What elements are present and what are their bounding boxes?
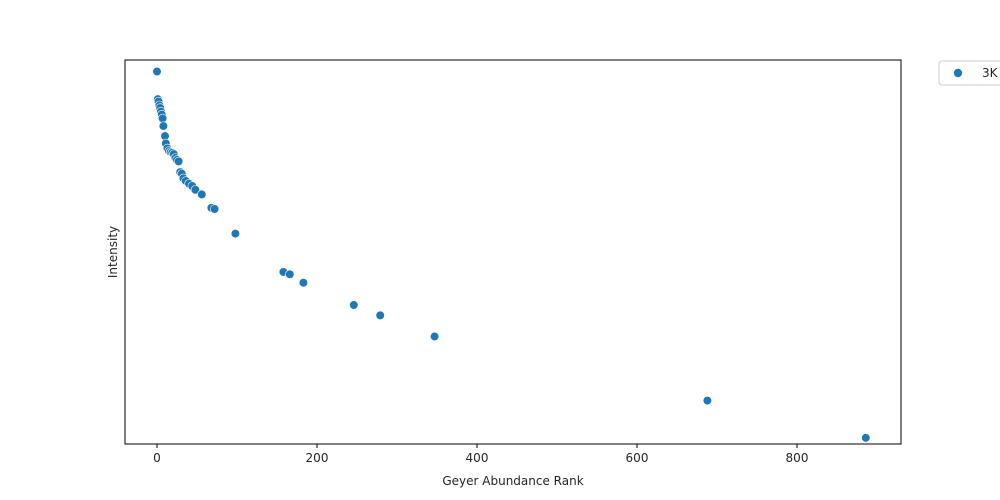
x-axis-ticks: 0 200 400 600 800 [153,444,808,465]
data-point [210,204,220,214]
x-tick-label: 200 [306,451,329,465]
data-point [158,113,168,123]
legend-marker-3k [953,68,963,78]
x-tick-label: 0 [153,451,161,465]
data-point [197,189,207,199]
plot-area [125,60,901,444]
x-axis-label: Geyer Abundance Rank [442,474,583,488]
x-tick-label: 600 [626,451,649,465]
data-point [861,433,871,443]
data-point [230,228,240,239]
y-axis-label: Intensity [106,226,120,278]
data-point [158,121,168,131]
data-point [285,269,295,279]
data-point [174,156,184,166]
plot-frame [124,59,902,445]
x-tick-label: 400 [466,451,489,465]
legend-label-3k: 3K [982,66,999,80]
data-point [349,300,359,310]
data-point [152,66,162,77]
points-layer [152,66,871,443]
data-point [702,396,713,406]
x-tick-label: 800 [786,451,809,465]
data-point [375,310,385,320]
legend-frame [938,60,1000,86]
legend: 3K [938,60,1000,86]
data-point [190,185,200,195]
data-point [298,278,309,288]
data-point [430,331,440,342]
